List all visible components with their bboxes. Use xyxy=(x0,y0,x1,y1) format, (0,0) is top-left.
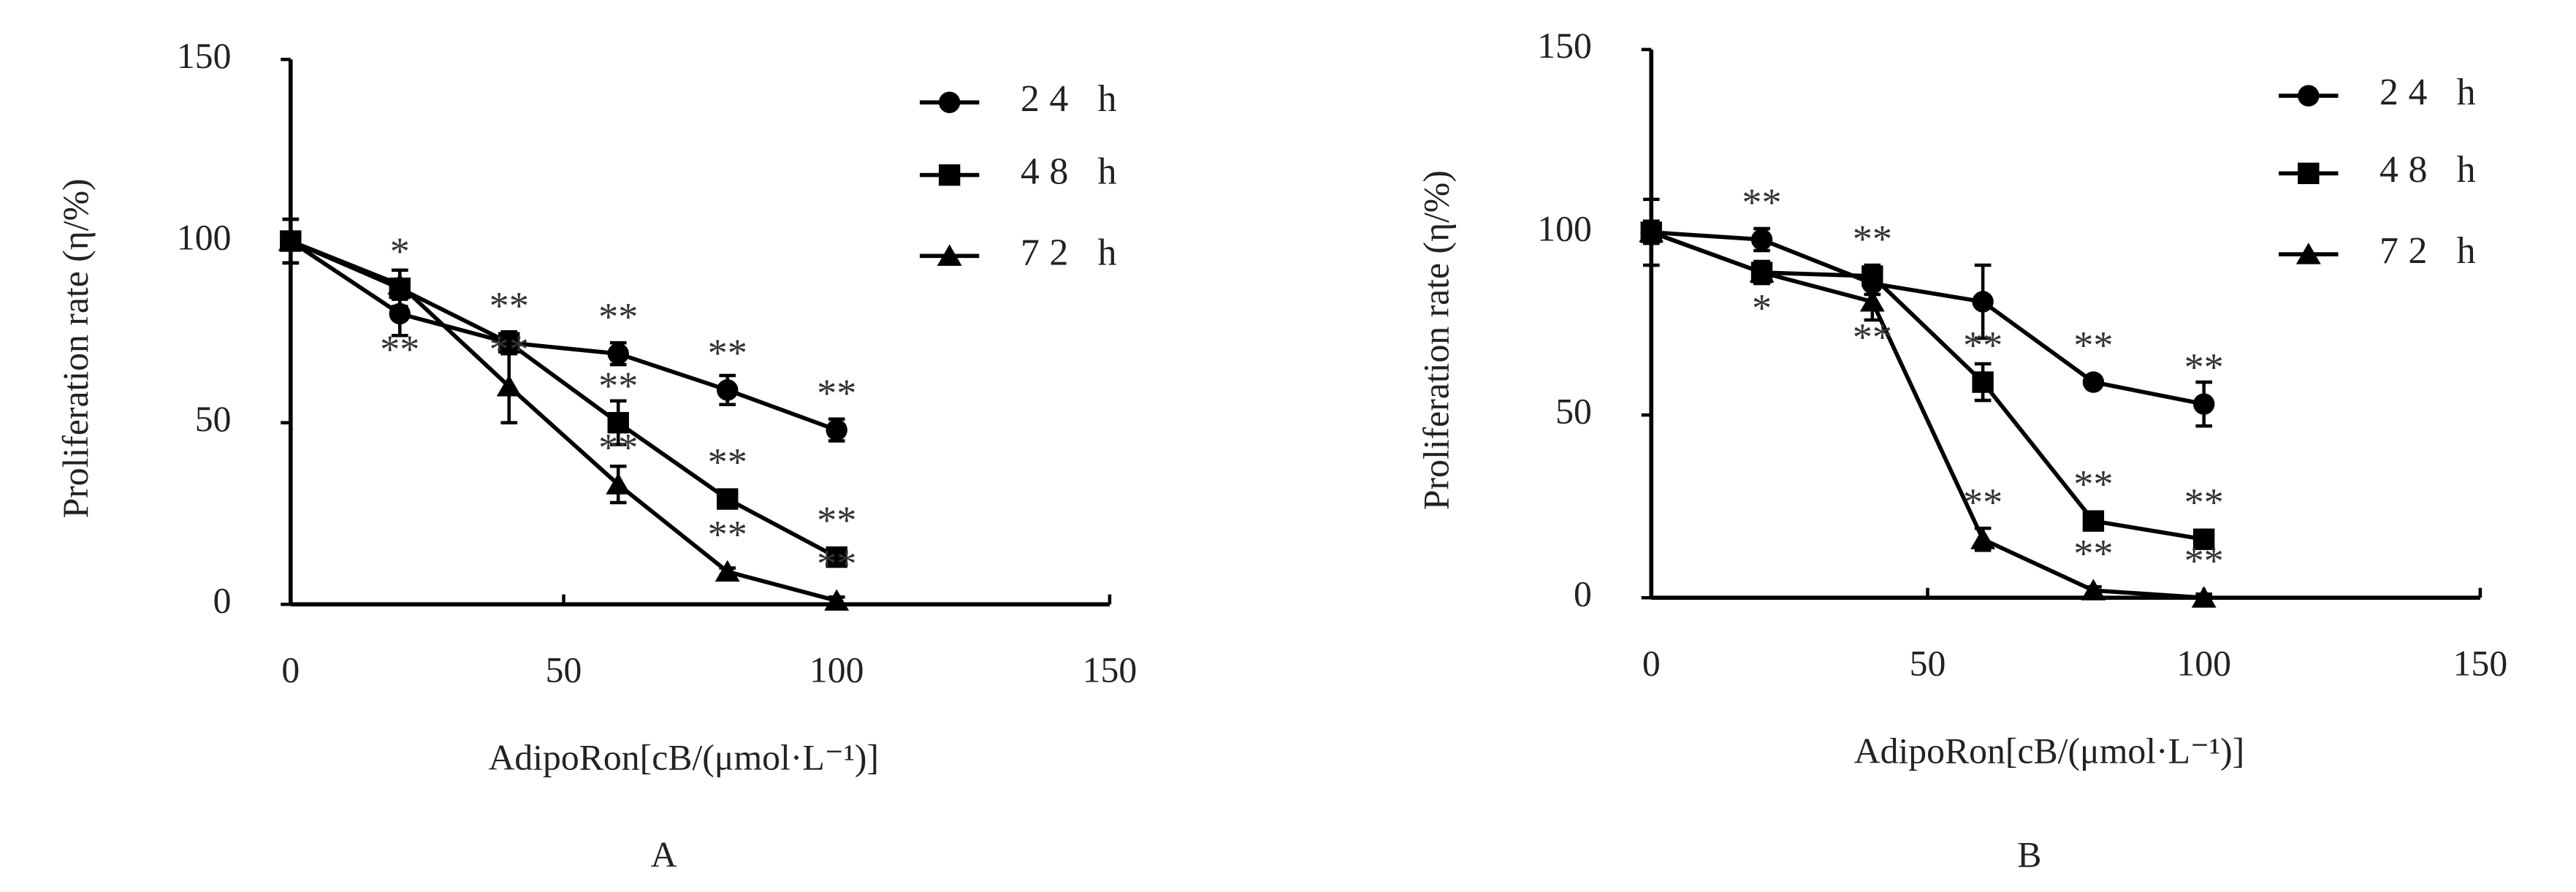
y-tick-label: 100 xyxy=(177,217,232,257)
marker xyxy=(1859,290,1885,312)
marker xyxy=(1972,291,1994,313)
significance-label: ** xyxy=(817,371,856,415)
significance-label: ** xyxy=(708,513,747,557)
marker xyxy=(1749,261,1775,283)
y-tick-label: 0 xyxy=(1574,574,1592,614)
marker xyxy=(2191,586,2217,608)
y-tick-label: 100 xyxy=(1537,208,1592,248)
marker xyxy=(715,560,740,582)
marker xyxy=(937,244,962,266)
marker xyxy=(607,343,629,365)
panel-label: B xyxy=(2017,835,2041,875)
marker xyxy=(2082,371,2105,393)
marker xyxy=(1639,221,1664,243)
legend-label: 48 h xyxy=(1021,151,1127,193)
marker xyxy=(2082,510,2105,532)
x-tick-label: 100 xyxy=(2176,644,2231,684)
series-line xyxy=(289,239,837,603)
significance-label: ** xyxy=(598,425,638,469)
significance-label: ** xyxy=(598,364,638,408)
marker xyxy=(606,473,631,495)
marker xyxy=(824,589,850,611)
x-tick-label: 0 xyxy=(1642,644,1661,684)
y-axis-label: Proliferation rate (η/%) xyxy=(56,178,96,518)
legend-label: 72 h xyxy=(1021,232,1127,273)
marker xyxy=(607,411,629,434)
significance-label: ** xyxy=(2073,531,2113,575)
series-line xyxy=(1651,230,2205,406)
y-tick-label: 0 xyxy=(213,581,232,621)
significance-label: ** xyxy=(2184,538,2224,582)
y-tick-label: 150 xyxy=(1537,26,1592,66)
marker xyxy=(2298,85,2320,107)
significance-label: ** xyxy=(1963,480,2003,524)
marker xyxy=(2192,393,2215,415)
legend-label: 48 h xyxy=(2379,149,2485,191)
marker xyxy=(1970,527,1996,549)
x-tick-label: 0 xyxy=(281,650,300,690)
significance-label: * xyxy=(390,229,410,273)
x-tick-label: 50 xyxy=(1910,644,1946,684)
significance-label: ** xyxy=(1853,217,1892,261)
significance-label: ** xyxy=(817,542,856,586)
series-line xyxy=(289,239,838,560)
marker xyxy=(938,164,961,186)
y-axis-label: Proliferation rate (η/%) xyxy=(1416,170,1456,510)
significance-label: ** xyxy=(2073,462,2113,506)
significance-label: ** xyxy=(380,327,419,371)
marker xyxy=(717,488,739,510)
significance-label: ** xyxy=(817,498,856,542)
y-tick-label: 50 xyxy=(195,399,232,439)
marker xyxy=(938,91,961,113)
marker xyxy=(2192,528,2215,550)
series-line xyxy=(1650,230,2204,601)
marker xyxy=(2298,162,2320,185)
marker xyxy=(496,375,522,397)
legend-label: 24 h xyxy=(2379,72,2485,113)
significance-label: ** xyxy=(708,440,747,484)
y-tick-label: 50 xyxy=(1555,391,1592,431)
marker xyxy=(1750,229,1773,251)
significance-label: ** xyxy=(1963,323,2003,367)
marker xyxy=(2081,579,2106,601)
marker xyxy=(389,302,411,325)
significance-label: ** xyxy=(489,327,529,371)
x-tick-label: 150 xyxy=(2453,644,2508,684)
significance-label: ** xyxy=(2184,345,2224,389)
x-axis-label: AdipoRon[cB/(μmol·L⁻¹)] xyxy=(1854,731,2245,771)
legend-label: 72 h xyxy=(2379,230,2485,272)
x-axis-label: AdipoRon[cB/(μmol·L⁻¹)] xyxy=(488,737,879,777)
marker xyxy=(826,419,847,441)
series-line xyxy=(289,239,838,432)
panel-label: A xyxy=(651,835,677,875)
marker xyxy=(717,379,739,401)
significance-label: ** xyxy=(2073,323,2113,367)
significance-label: ** xyxy=(708,331,747,375)
marker xyxy=(1972,371,1994,393)
marker xyxy=(2295,243,2321,264)
significance-label: ** xyxy=(2184,480,2224,524)
y-tick-label: 150 xyxy=(177,36,232,76)
marker xyxy=(387,272,413,295)
significance-label: ** xyxy=(598,294,638,338)
x-tick-label: 100 xyxy=(809,650,864,690)
significance-label: ** xyxy=(1853,316,1892,359)
significance-label: ** xyxy=(489,283,529,327)
x-tick-label: 50 xyxy=(546,650,582,690)
marker xyxy=(826,546,847,568)
significance-label: ** xyxy=(1742,180,1781,224)
marker xyxy=(278,229,303,251)
legend-label: 24 h xyxy=(1021,78,1127,120)
significance-label: * xyxy=(1752,286,1772,330)
x-tick-label: 150 xyxy=(1083,650,1138,690)
